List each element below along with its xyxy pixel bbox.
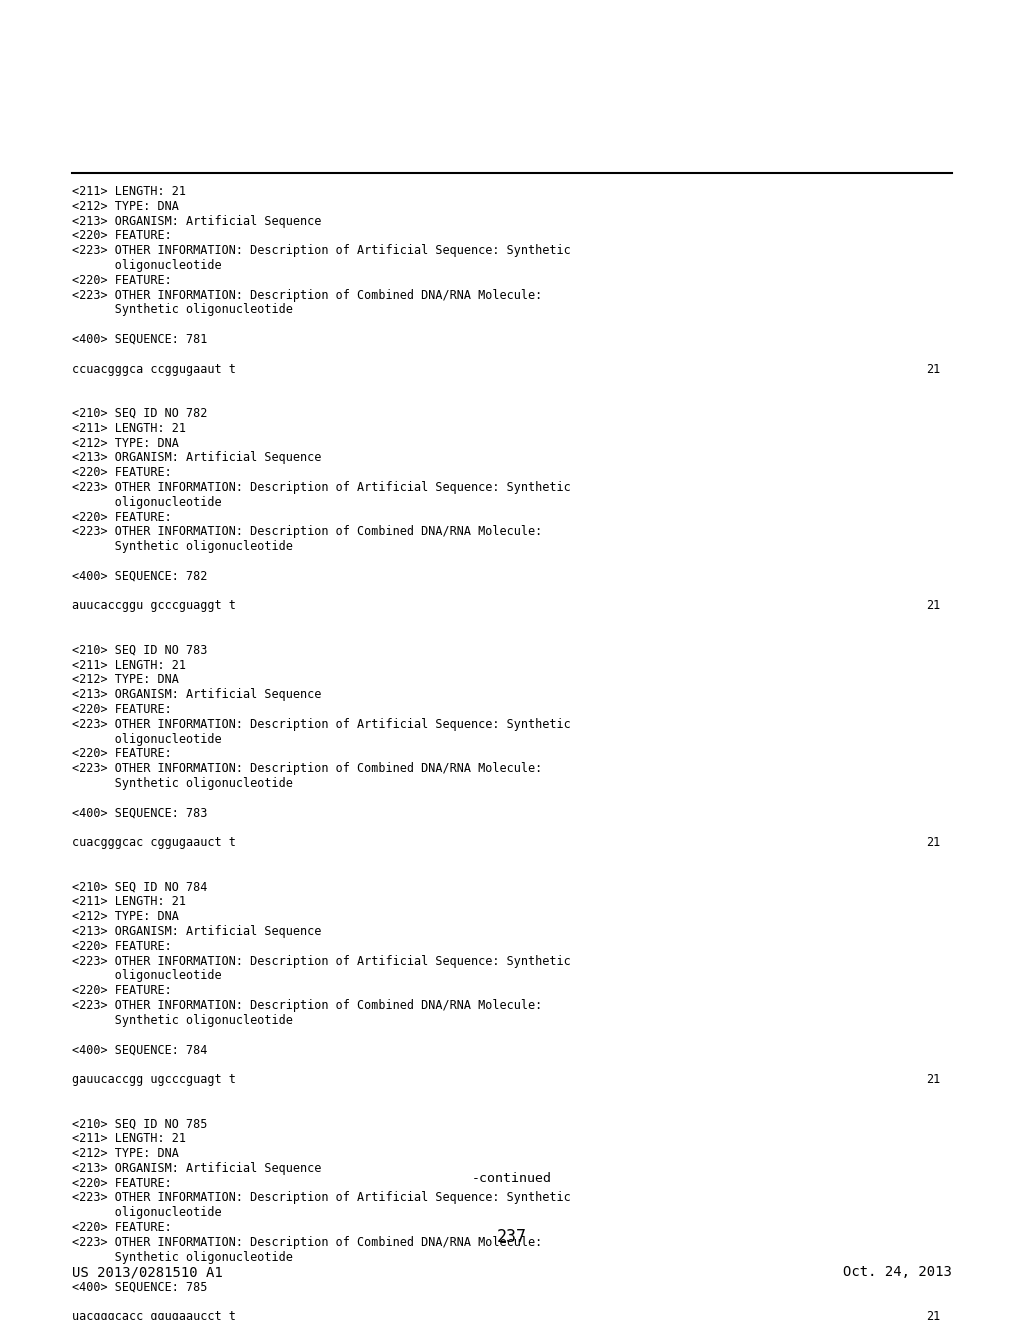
Text: oligonucleotide: oligonucleotide [72,1206,221,1220]
Text: <223> OTHER INFORMATION: Description of Combined DNA/RNA Molecule:: <223> OTHER INFORMATION: Description of … [72,999,543,1012]
Text: auucaccggu gcccguaggt t: auucaccggu gcccguaggt t [72,599,236,612]
Text: oligonucleotide: oligonucleotide [72,496,221,508]
Text: <211> LENGTH: 21: <211> LENGTH: 21 [72,185,186,198]
Text: 21: 21 [926,599,940,612]
Text: -continued: -continued [472,1172,552,1185]
Text: gauucaccgg ugcccguagt t: gauucaccgg ugcccguagt t [72,1073,236,1086]
Text: <220> FEATURE:: <220> FEATURE: [72,511,172,524]
Text: <223> OTHER INFORMATION: Description of Combined DNA/RNA Molecule:: <223> OTHER INFORMATION: Description of … [72,762,543,775]
Text: <212> TYPE: DNA: <212> TYPE: DNA [72,911,179,923]
Text: 21: 21 [926,836,940,849]
Text: 237: 237 [497,1228,527,1246]
Text: <223> OTHER INFORMATION: Description of Combined DNA/RNA Molecule:: <223> OTHER INFORMATION: Description of … [72,525,543,539]
Text: <213> ORGANISM: Artificial Sequence: <213> ORGANISM: Artificial Sequence [72,1162,322,1175]
Text: Synthetic oligonucleotide: Synthetic oligonucleotide [72,777,293,789]
Text: US 2013/0281510 A1: US 2013/0281510 A1 [72,1265,223,1279]
Text: oligonucleotide: oligonucleotide [72,969,221,982]
Text: <223> OTHER INFORMATION: Description of Combined DNA/RNA Molecule:: <223> OTHER INFORMATION: Description of … [72,289,543,301]
Text: <400> SEQUENCE: 782: <400> SEQUENCE: 782 [72,570,208,583]
Text: Synthetic oligonucleotide: Synthetic oligonucleotide [72,304,293,317]
Text: 21: 21 [926,363,940,376]
Text: <213> ORGANISM: Artificial Sequence: <213> ORGANISM: Artificial Sequence [72,688,322,701]
Text: 21: 21 [926,1073,940,1086]
Text: <220> FEATURE:: <220> FEATURE: [72,747,172,760]
Text: Synthetic oligonucleotide: Synthetic oligonucleotide [72,1250,293,1263]
Text: <220> FEATURE:: <220> FEATURE: [72,1221,172,1234]
Text: <220> FEATURE:: <220> FEATURE: [72,1176,172,1189]
Text: <223> OTHER INFORMATION: Description of Artificial Sequence: Synthetic: <223> OTHER INFORMATION: Description of … [72,480,570,494]
Text: <210> SEQ ID NO 785: <210> SEQ ID NO 785 [72,1118,208,1130]
Text: <400> SEQUENCE: 785: <400> SEQUENCE: 785 [72,1280,208,1294]
Text: ccuacgggca ccggugaaut t: ccuacgggca ccggugaaut t [72,363,236,376]
Text: <220> FEATURE:: <220> FEATURE: [72,230,172,243]
Text: <223> OTHER INFORMATION: Description of Artificial Sequence: Synthetic: <223> OTHER INFORMATION: Description of … [72,954,570,968]
Text: Synthetic oligonucleotide: Synthetic oligonucleotide [72,540,293,553]
Text: <220> FEATURE:: <220> FEATURE: [72,273,172,286]
Text: <220> FEATURE:: <220> FEATURE: [72,940,172,953]
Text: <220> FEATURE:: <220> FEATURE: [72,704,172,715]
Text: uacgggcacc ggugaaucct t: uacgggcacc ggugaaucct t [72,1309,236,1320]
Text: <212> TYPE: DNA: <212> TYPE: DNA [72,437,179,450]
Text: <223> OTHER INFORMATION: Description of Combined DNA/RNA Molecule:: <223> OTHER INFORMATION: Description of … [72,1236,543,1249]
Text: <210> SEQ ID NO 784: <210> SEQ ID NO 784 [72,880,208,894]
Text: <210> SEQ ID NO 783: <210> SEQ ID NO 783 [72,644,208,657]
Text: <223> OTHER INFORMATION: Description of Artificial Sequence: Synthetic: <223> OTHER INFORMATION: Description of … [72,718,570,731]
Text: Synthetic oligonucleotide: Synthetic oligonucleotide [72,1014,293,1027]
Text: <223> OTHER INFORMATION: Description of Artificial Sequence: Synthetic: <223> OTHER INFORMATION: Description of … [72,244,570,257]
Text: <212> TYPE: DNA: <212> TYPE: DNA [72,199,179,213]
Text: oligonucleotide: oligonucleotide [72,733,221,746]
Text: <210> SEQ ID NO 782: <210> SEQ ID NO 782 [72,407,208,420]
Text: cuacgggcac cggugaauct t: cuacgggcac cggugaauct t [72,836,236,849]
Text: <211> LENGTH: 21: <211> LENGTH: 21 [72,659,186,672]
Text: <223> OTHER INFORMATION: Description of Artificial Sequence: Synthetic: <223> OTHER INFORMATION: Description of … [72,1192,570,1204]
Text: 21: 21 [926,1309,940,1320]
Text: <213> ORGANISM: Artificial Sequence: <213> ORGANISM: Artificial Sequence [72,451,322,465]
Text: <213> ORGANISM: Artificial Sequence: <213> ORGANISM: Artificial Sequence [72,925,322,939]
Text: <400> SEQUENCE: 784: <400> SEQUENCE: 784 [72,1043,208,1056]
Text: <212> TYPE: DNA: <212> TYPE: DNA [72,673,179,686]
Text: Oct. 24, 2013: Oct. 24, 2013 [843,1265,952,1279]
Text: <211> LENGTH: 21: <211> LENGTH: 21 [72,422,186,434]
Text: <400> SEQUENCE: 783: <400> SEQUENCE: 783 [72,807,208,820]
Text: <211> LENGTH: 21: <211> LENGTH: 21 [72,1133,186,1146]
Text: <212> TYPE: DNA: <212> TYPE: DNA [72,1147,179,1160]
Text: oligonucleotide: oligonucleotide [72,259,221,272]
Text: <220> FEATURE:: <220> FEATURE: [72,466,172,479]
Text: <400> SEQUENCE: 781: <400> SEQUENCE: 781 [72,333,208,346]
Text: <211> LENGTH: 21: <211> LENGTH: 21 [72,895,186,908]
Text: <220> FEATURE:: <220> FEATURE: [72,985,172,997]
Text: <213> ORGANISM: Artificial Sequence: <213> ORGANISM: Artificial Sequence [72,215,322,227]
